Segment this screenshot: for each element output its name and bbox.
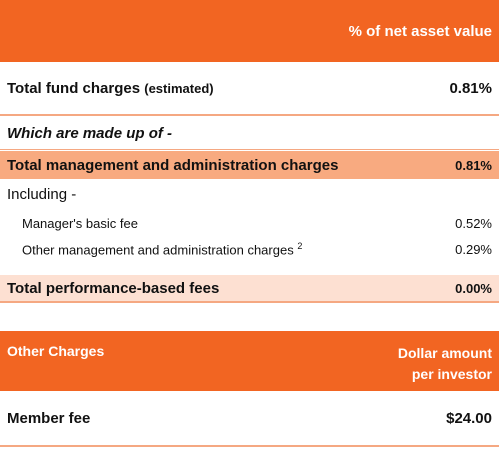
header-column-label: % of net asset value xyxy=(348,23,492,40)
total-mgmt-admin-value: 0.81% xyxy=(455,157,492,173)
managers-fee-row: Manager's basic fee 0.52% xyxy=(0,210,499,236)
including-label: Including - xyxy=(7,185,77,203)
member-fee-row: Member fee $24.00 xyxy=(0,391,499,447)
dollar-amount-column-label: Dollar amount per investor xyxy=(397,345,492,382)
other-mgmt-row: Other management and administration char… xyxy=(0,236,499,262)
total-fund-charges-row: Total fund charges (estimated) 0.81% xyxy=(0,62,499,116)
managers-fee-value: 0.52% xyxy=(455,215,492,231)
total-mgmt-admin-label: Total management and administration char… xyxy=(7,156,339,174)
fees-table-header: % of net asset value xyxy=(0,0,499,62)
other-mgmt-value: 0.29% xyxy=(455,241,492,257)
made-up-of-row: Which are made up of - xyxy=(0,118,499,150)
other-mgmt-label: Other management and administration char… xyxy=(22,240,303,258)
managers-fee-label: Manager's basic fee xyxy=(22,215,138,231)
total-fund-charges-label: Total fund charges (estimated) xyxy=(7,79,214,97)
including-row: Including - xyxy=(0,181,499,207)
performance-fees-value: 0.00% xyxy=(455,280,492,296)
member-fee-label: Member fee xyxy=(7,409,91,427)
performance-fees-row: Total performance-based fees 0.00% xyxy=(0,275,499,303)
made-up-of-label: Which are made up of - xyxy=(7,125,173,142)
performance-fees-label: Total performance-based fees xyxy=(7,279,220,297)
footnote-marker: 2 xyxy=(297,240,303,251)
member-fee-value: $24.00 xyxy=(446,409,492,427)
total-mgmt-admin-row: Total management and administration char… xyxy=(0,151,499,179)
other-charges-header: Other Charges Dollar amount per investor xyxy=(0,331,499,391)
estimated-qualifier: (estimated) xyxy=(144,80,214,96)
other-charges-label: Other Charges xyxy=(7,343,105,359)
total-fund-charges-value: 0.81% xyxy=(449,79,492,97)
